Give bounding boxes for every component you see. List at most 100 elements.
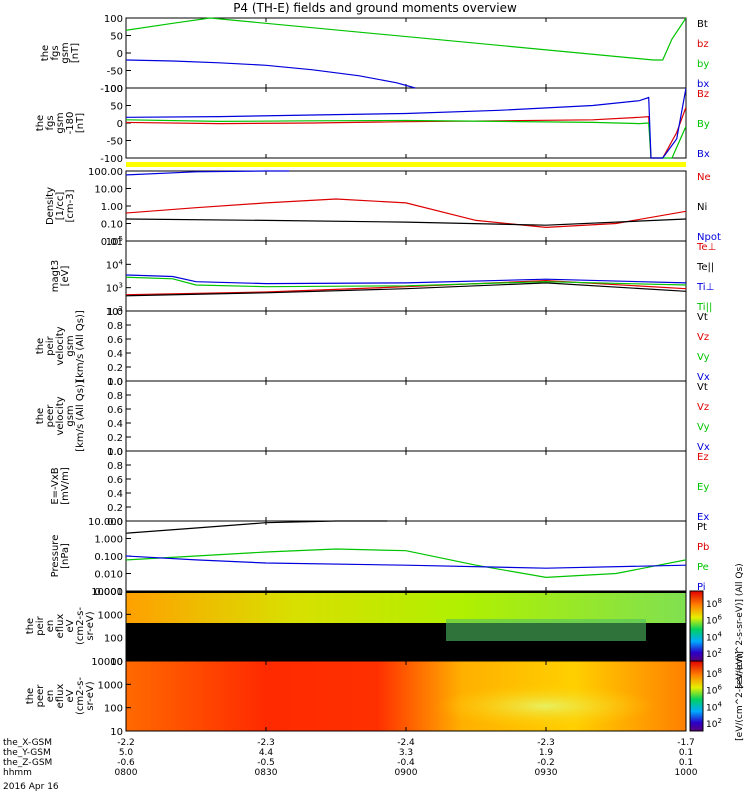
- x-axis-value: 5.0: [119, 748, 134, 758]
- legend-fgs_gsm-item: bz: [697, 39, 709, 50]
- y-axis-label-line: sr-eV): [85, 681, 96, 710]
- legend-temperature-item: Ti⊥: [696, 282, 714, 293]
- y-axis-label-line: [1/cc]: [55, 192, 66, 221]
- y-axis-label-line: sr-eV): [85, 611, 96, 640]
- y-tick-label: 0.6: [107, 405, 123, 416]
- y-axis-label-temperature: magt3 [eV]: [50, 260, 71, 293]
- x-axis-value: -2.3: [257, 738, 275, 748]
- legend-fgs_gsm-item: bx: [697, 79, 709, 90]
- y-tick-label: 100: [104, 14, 123, 25]
- legend-efield-item: Ey: [697, 482, 709, 493]
- peir-spec-noise: [446, 619, 646, 641]
- colorbar-peir-tick: 104: [706, 630, 722, 643]
- y-tick-label: 0: [117, 49, 123, 60]
- series-temperature-ti: [126, 274, 686, 285]
- y-tick-label: 1.0: [107, 447, 123, 458]
- y-axis-label-line: [km/s (All Qs)]: [75, 380, 86, 452]
- colorbar-peir-bar: [689, 590, 704, 662]
- y-tick-label: 1.0: [107, 307, 123, 318]
- legend-fgs_gsm-item: Bt: [697, 19, 708, 30]
- peer-spec-feature: [436, 684, 656, 728]
- x-axis-row-name: the_Y-GSM: [3, 748, 51, 758]
- colorbar-peer-label: [eV/(cm^2-s-sr-eV)]: [735, 651, 745, 741]
- x-axis-value: -2.3: [537, 738, 555, 748]
- y-tick-label: 0.4: [107, 489, 123, 500]
- x-axis-value: 0.1: [679, 758, 693, 768]
- y-tick-label: 10000: [91, 587, 123, 598]
- y-axis-label-line: the: [25, 688, 36, 704]
- series-pressure-pe: [126, 548, 686, 579]
- legend-fgs_gsm-item: by: [697, 59, 709, 70]
- y-tick-label: 102: [106, 305, 123, 318]
- y-axis-label-peer_velocity: the peer velocity gsm [km/s (All Qs)]: [35, 380, 86, 452]
- colorbar-peir-tick: 108: [706, 597, 722, 610]
- series-fgs_gsm-by: [126, 17, 686, 61]
- y-axis-label-line: peir: [35, 615, 46, 635]
- series-density-npot: [126, 170, 290, 176]
- y-tick-label: 100: [104, 84, 123, 95]
- y-tick-label: 100.00: [88, 167, 123, 178]
- y-tick-label: 0.8: [107, 391, 123, 402]
- panel-frame-temperature: [125, 240, 687, 312]
- y-tick-label: 0.0: [107, 517, 123, 528]
- page-title: P4 (TH-E) fields and ground moments over…: [233, 1, 517, 15]
- colorbar-peir-label: [eV/(cm^2-s-sr-eV)] (All Qs): [735, 563, 745, 688]
- series-fgs_gsm-bx: [126, 59, 416, 89]
- y-axis-label-pressure: Pressure [nPa]: [50, 535, 71, 578]
- colorbar-peer-tick: 104: [706, 700, 722, 713]
- y-axis-label-line: magt3: [50, 260, 61, 293]
- series-density-ni: [126, 218, 686, 226]
- legend-fgs_gsm_180-item: By: [697, 119, 710, 130]
- x-axis-value: -1.7: [677, 738, 695, 748]
- panel-frame-pressure: [125, 520, 687, 592]
- y-tick-label: 0.8: [107, 321, 123, 332]
- y-axis-label-line: gsm: [60, 42, 71, 63]
- y-tick-label: 0.0: [107, 447, 123, 458]
- legend-efield-item: Ez: [697, 452, 709, 463]
- y-tick-label: 1000: [98, 610, 123, 621]
- y-tick-label: 0: [117, 119, 123, 130]
- legend-peir_velocity-item: Vz: [697, 332, 709, 343]
- y-tick-label: 1.000: [94, 535, 123, 546]
- y-axis-label-line: (cm2-s-: [75, 677, 86, 715]
- y-tick-label: -50: [107, 137, 123, 148]
- panel-frame-peer_velocity: [125, 380, 687, 452]
- series-density-ne: [126, 198, 686, 229]
- legend-pressure-item: Pt: [697, 522, 707, 533]
- y-tick-label: 0.6: [107, 335, 123, 346]
- x-axis-value: -0.5: [257, 758, 275, 768]
- legend-fgs_gsm_180-item: Bx: [697, 149, 710, 160]
- series-pressure-pi: [126, 555, 686, 569]
- y-axis-label-line: fgs: [50, 45, 61, 60]
- y-tick-label: 0.6: [107, 475, 123, 486]
- y-axis-label-line: (cm2-s-: [75, 607, 86, 645]
- y-axis-label-line: [nT]: [70, 43, 81, 63]
- legend-peer_velocity-item: Vy: [697, 422, 710, 433]
- y-axis-label-line: gsm: [65, 335, 76, 356]
- peer-spectrogram: [126, 661, 686, 731]
- x-axis-value: -2.2: [117, 738, 135, 748]
- y-tick-label: -100: [100, 84, 123, 95]
- series-temperature-te: [126, 282, 686, 297]
- y-tick-label: 10.000: [88, 517, 123, 528]
- x-axis-value: 3.3: [399, 748, 413, 758]
- y-axis-label-line: en: [45, 690, 56, 703]
- y-axis-label-line: [cm-3]: [65, 189, 76, 222]
- y-tick-label: 0.10: [101, 220, 123, 231]
- colorbar-peir-label-text: [eV/(cm^2-s-sr-eV)] (All Qs): [735, 563, 745, 688]
- y-tick-label: 1.00: [101, 202, 123, 213]
- panel-frame-density: [125, 170, 687, 242]
- legend-peer_velocity-item: Vt: [697, 382, 708, 393]
- x-axis-value: 0800: [115, 768, 138, 778]
- legend-peer_velocity-item: Vz: [697, 402, 709, 413]
- peir-spectrogram: [126, 591, 686, 661]
- x-axis-row-name: the_X-GSM: [3, 738, 52, 748]
- y-axis-label-line: gsm: [65, 405, 76, 426]
- y-axis-label-line: -180: [65, 112, 76, 135]
- y-axis-label-line: the: [35, 115, 46, 131]
- legend-pressure-item: Pi: [697, 582, 706, 593]
- y-tick-label: 0.2: [107, 433, 123, 444]
- y-axis-label-line: the: [40, 45, 51, 61]
- y-tick-label: 105: [106, 235, 123, 248]
